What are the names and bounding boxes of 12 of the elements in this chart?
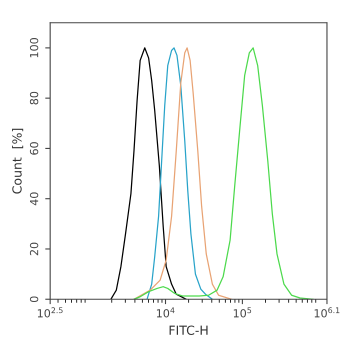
- x-tick-label: 10$^{2.5}$: [38, 307, 63, 318]
- x-tick-label: 10$^{6.1}$: [314, 307, 340, 318]
- y-tick-label: 0: [30, 296, 38, 302]
- y-tick-label: 20: [30, 242, 38, 256]
- x-tick-label: 10$^{4}$: [156, 307, 174, 318]
- y-axis-title: Count [%]: [12, 128, 24, 194]
- x-tick-label: 10$^{5}$: [234, 307, 252, 318]
- y-tick-label: 60: [30, 142, 38, 155]
- y-tick-label: 80: [30, 92, 38, 104]
- y-tick-label: 40: [30, 192, 38, 206]
- y-tick-label: 100: [30, 38, 38, 58]
- x-axis-title: FITC-H: [170, 326, 208, 335]
